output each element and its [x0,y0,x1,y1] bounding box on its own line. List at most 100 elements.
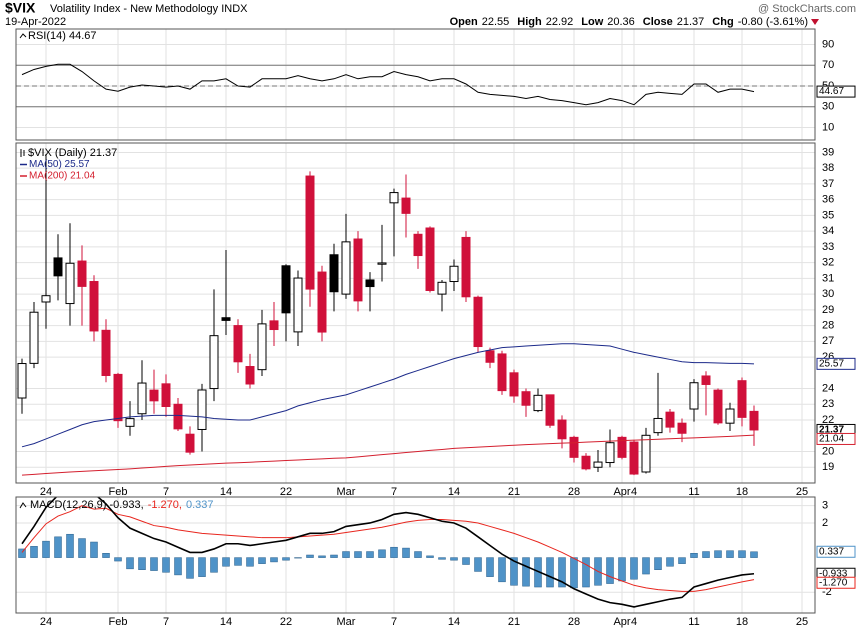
histogram-bar [666,557,674,567]
value-box [816,85,856,98]
value-box [816,432,856,445]
panel-frame [15,496,816,614]
candle-body [461,236,471,298]
histogram-bar [114,557,122,562]
x-tick-label: 24 [40,616,52,628]
histogram-bar [270,557,278,563]
candle-body [509,372,519,397]
candle-body [497,353,507,392]
candle-body [677,422,687,434]
x-tick-label: Mar [337,486,356,498]
x-tick-label: 18 [736,486,748,498]
candle-body [317,271,327,333]
moving-average [21,343,755,448]
candle-body [737,380,747,418]
candle-body [545,394,555,426]
quote-label: Low [581,16,603,28]
y-tick-label: 27 [822,335,834,347]
candle-body [197,389,207,430]
histogram-bar [678,557,686,564]
x-tick-label: 7 [163,486,169,498]
histogram-bar [150,557,158,571]
value-box-label: 44.67 [819,86,844,97]
histogram-bar [702,551,710,558]
candle-body [425,227,435,291]
x-tick-label: 24 [40,486,52,498]
y-tick-label: 10 [822,121,834,133]
quote-value: 21.37 [677,16,705,28]
candle-body [89,281,99,332]
x-tick-label: 18 [736,616,748,628]
quote-label: Open [450,16,478,28]
x-tick-label: 14 [220,486,232,498]
y-tick-label: 29 [822,304,834,316]
candle-body [65,262,75,305]
candle-body [281,265,291,314]
legend-entry: 0.337 [186,499,214,511]
histogram-bar [78,538,86,558]
histogram-bar [462,557,470,565]
legend-entry: MA(50) 25.57 [29,159,90,170]
y-tick-label: 38 [822,162,834,174]
histogram-bar [750,551,758,558]
histogram-bar [438,557,446,560]
histogram-bar [738,550,746,558]
histogram-bar [246,557,254,567]
candle-body [161,383,171,408]
y-tick-label: 90 [822,38,834,50]
histogram-bar [690,553,698,558]
histogram-bar [654,557,662,570]
candle-body [629,441,639,475]
value-box [816,357,856,370]
quote-label: Chg [712,16,733,28]
candle-body [233,325,243,363]
candle-body [485,350,495,363]
histogram-bar [294,557,302,559]
security-name: Volatility Index - New Methodology INDX [50,3,248,15]
candle-body [17,363,27,399]
histogram-bar [546,557,554,588]
histogram-bar [234,557,242,566]
candle-body [521,391,531,406]
legend-entry: MA(200) 21.04 [29,171,96,182]
x-tick-label: Apr [613,616,630,628]
histogram-bar [342,551,350,558]
histogram-bar [642,557,650,575]
y-tick-label: 30 [822,288,834,300]
moving-average [21,434,755,476]
candle-body [209,335,219,390]
x-tick-label: Feb [109,616,128,628]
candle-body [137,382,147,415]
value-box-label: -0.933 [819,568,848,579]
quote-label: Close [643,16,673,28]
y-tick-label: 2 [822,517,828,529]
y-tick-label: 39 [822,146,834,158]
candle-body [185,433,195,453]
histogram-bar [486,557,494,577]
histogram-bar [510,557,518,586]
histogram-bar [366,551,374,558]
histogram-bar [558,557,566,588]
candle-body [41,295,51,303]
y-tick-label: 19 [822,461,834,473]
candle-body [149,389,159,402]
candle-body [125,418,135,427]
histogram-bar [618,557,626,582]
symbol: $VIX [5,0,36,16]
candle-body [605,442,615,464]
histogram-bar [42,540,50,558]
histogram-bar [390,546,398,558]
histogram-bar [414,551,422,558]
candle-body [437,281,447,295]
panel [16,29,815,140]
histogram-bar [30,546,38,558]
quote-value: 20.36 [607,16,635,28]
histogram-bar [354,551,362,558]
legend-candle-icon [20,149,25,157]
candle-body [533,394,543,412]
histogram-bar [606,557,614,584]
candle-body [269,320,279,331]
histogram-bar [282,557,290,561]
x-tick-label: Mar [337,616,356,628]
y-tick-label: 23 [822,398,834,410]
